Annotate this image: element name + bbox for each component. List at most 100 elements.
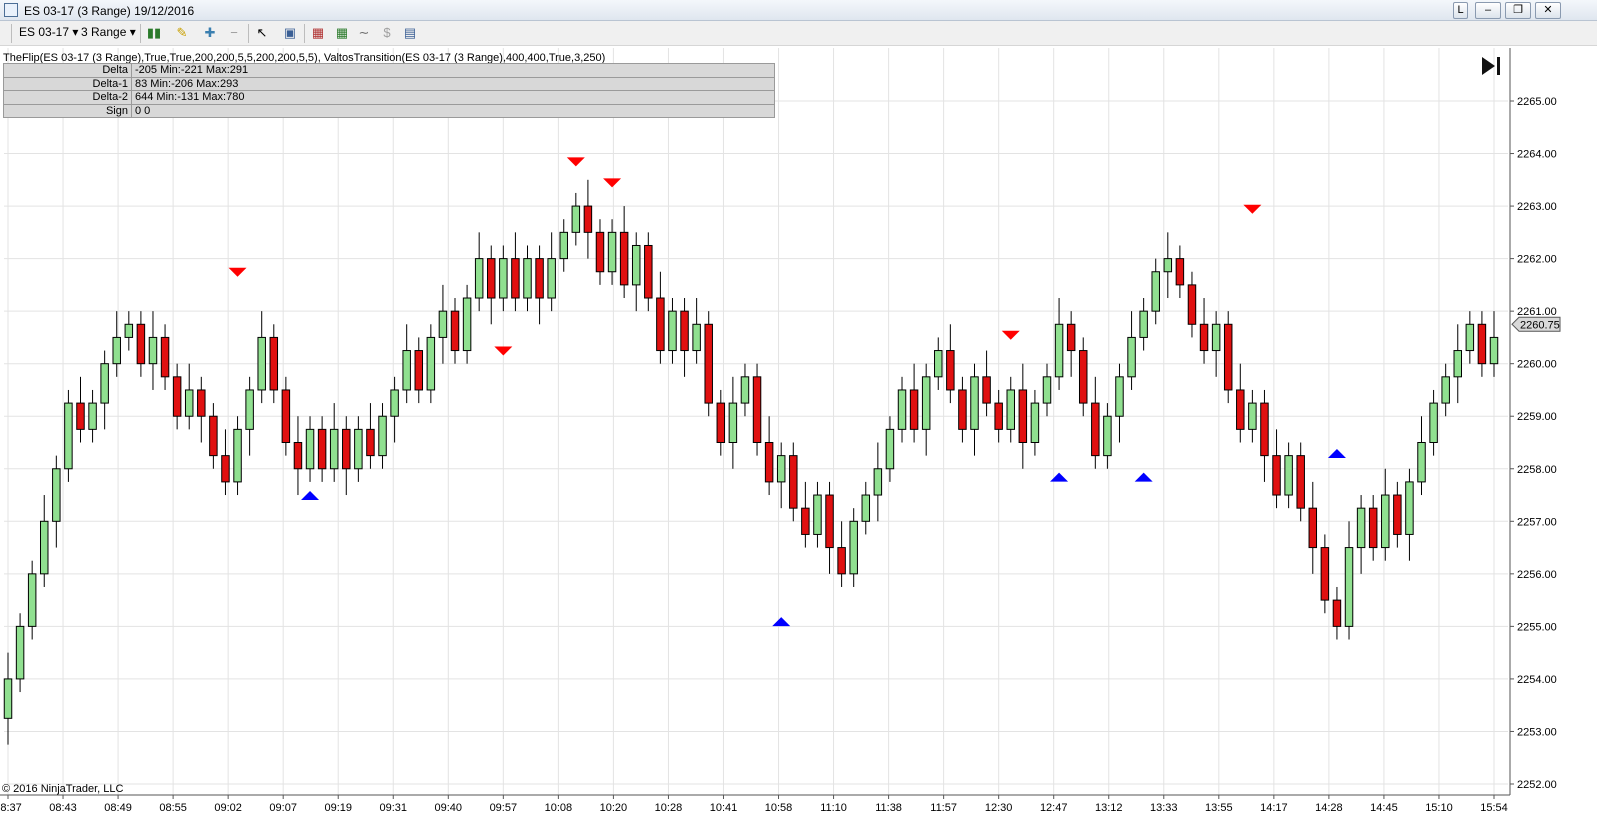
- indicator-label: TheFlip(ES 03-17 (3 Range),True,True,200…: [3, 52, 606, 64]
- up-candle: [813, 494, 822, 535]
- indicators-icon[interactable]: ▦: [311, 25, 325, 40]
- y-tick-label: 2259.00: [1517, 411, 1557, 423]
- down-candle: [752, 376, 762, 443]
- x-tick-label: 08:49: [104, 802, 132, 814]
- y-tick-label: 2255.00: [1517, 621, 1557, 633]
- up-candle: [885, 428, 895, 470]
- x-tick-label: 11:10: [820, 802, 847, 814]
- down-candle: [1308, 507, 1318, 549]
- x-tick-label: 08:43: [49, 802, 77, 814]
- scroll-to-end-icon[interactable]: [1482, 57, 1500, 75]
- bar-type-label: 3 Range: [81, 25, 127, 39]
- x-tick-label: 09:31: [379, 802, 407, 814]
- up-candle: [1163, 258, 1173, 273]
- up-candle: [64, 402, 73, 470]
- x-tick-label: 09:07: [269, 802, 297, 814]
- instrument-label: ES 03-17: [19, 25, 70, 39]
- y-tick-label: 2262.00: [1517, 254, 1557, 266]
- up-candle: [1489, 336, 1499, 365]
- down-candle: [209, 415, 218, 457]
- row-value: 0 0: [131, 103, 775, 118]
- chart-style-icon[interactable]: ▮▮: [146, 25, 162, 40]
- time-axis: 08:37 08:43 08:49 08:55 09:02 09:07 09:19 09:31…: [0, 794, 1510, 814]
- down-candle: [281, 389, 291, 443]
- up-candle: [1103, 415, 1112, 457]
- x-tick-label: 13:12: [1095, 802, 1123, 814]
- link-button[interactable]: L: [1453, 2, 1468, 19]
- up-candle: [849, 520, 858, 575]
- chevron-down-icon: ▾: [129, 25, 136, 39]
- buy-signal-marker: [1134, 472, 1153, 482]
- up-candle: [740, 376, 750, 404]
- x-tick-label: 11:57: [930, 802, 957, 814]
- down-candle: [487, 258, 496, 299]
- up-candle: [1284, 455, 1293, 496]
- up-candle: [1115, 376, 1124, 417]
- row-name: Delta-2: [3, 90, 132, 105]
- up-candle: [776, 455, 786, 483]
- x-tick-label: 14:28: [1315, 802, 1343, 814]
- down-candle: [450, 310, 460, 352]
- up-candle: [559, 231, 568, 260]
- x-tick-label: 09:19: [324, 802, 352, 814]
- down-candle: [1368, 507, 1378, 549]
- pencil-draw-icon[interactable]: ✎: [176, 25, 188, 40]
- up-candle: [148, 336, 158, 365]
- buy-signal-marker: [772, 617, 791, 627]
- up-candle: [1417, 441, 1426, 483]
- toolbar-separator: [140, 24, 141, 43]
- up-candle: [873, 468, 883, 496]
- down-candle: [160, 336, 170, 378]
- row-value: -205 Min:-221 Max:291: [131, 63, 775, 78]
- down-candle: [680, 310, 689, 352]
- down-candle: [982, 376, 991, 404]
- cursor-pointer-icon[interactable]: ↖: [256, 25, 268, 40]
- up-candle: [970, 376, 979, 430]
- minimize-button[interactable]: –: [1475, 2, 1501, 19]
- y-tick-label: 2264.00: [1517, 149, 1557, 161]
- up-candle: [462, 297, 472, 352]
- strategies-icon[interactable]: ▦: [335, 25, 349, 40]
- up-candle: [571, 205, 581, 233]
- chevron-down-icon: ▾: [72, 25, 79, 39]
- sell-signal-marker: [494, 346, 513, 356]
- close-button[interactable]: ✕: [1535, 2, 1561, 19]
- line-chart-icon[interactable]: ∼: [358, 25, 370, 40]
- up-candle: [1139, 310, 1148, 338]
- y-tick-label: 2260.00: [1517, 359, 1557, 371]
- data-box-icon[interactable]: ▣: [283, 25, 297, 40]
- dollar-icon[interactable]: $: [383, 25, 391, 40]
- down-candle: [1066, 323, 1076, 352]
- up-candle: [1054, 323, 1064, 378]
- up-candle: [728, 402, 738, 443]
- chart-grid: [4, 48, 1508, 795]
- down-candle: [221, 455, 230, 483]
- bar-type-selector[interactable]: 3 Range ▾: [81, 25, 136, 39]
- up-candle: [390, 389, 399, 417]
- x-tick-label: 11:38: [875, 802, 902, 814]
- down-candle: [801, 507, 810, 535]
- x-tick-label: 10:41: [710, 802, 738, 814]
- buy-signal-marker: [1050, 472, 1069, 482]
- up-candle: [921, 376, 931, 430]
- data-box-table: Delta -205 Min:-221 Max:291 Delta-1 83 Min…: [3, 63, 775, 118]
- x-tick-label: 10:58: [765, 802, 793, 814]
- instrument-selector[interactable]: ES 03-17 ▾: [19, 25, 78, 39]
- up-candle: [1211, 323, 1221, 352]
- down-candle: [1091, 402, 1100, 457]
- up-candle: [305, 428, 315, 470]
- up-candle: [52, 468, 61, 522]
- zoom-out-icon[interactable]: −: [230, 25, 238, 40]
- toolbar-separator: [11, 24, 12, 43]
- data-box-row: Delta-1 83 Min:-206 Max:293: [3, 76, 775, 91]
- up-candle: [426, 336, 436, 391]
- x-tick-label: 12:30: [985, 802, 1013, 814]
- window-title: ES 03-17 (3 Range) 19/12/2016: [24, 4, 195, 18]
- zoom-in-icon[interactable]: ✚: [204, 25, 216, 40]
- down-candle: [342, 428, 351, 470]
- properties-icon[interactable]: ▤: [403, 25, 417, 40]
- up-candle: [1042, 376, 1052, 404]
- restore-button[interactable]: ❐: [1505, 2, 1531, 19]
- x-tick-label: 08:37: [0, 802, 22, 814]
